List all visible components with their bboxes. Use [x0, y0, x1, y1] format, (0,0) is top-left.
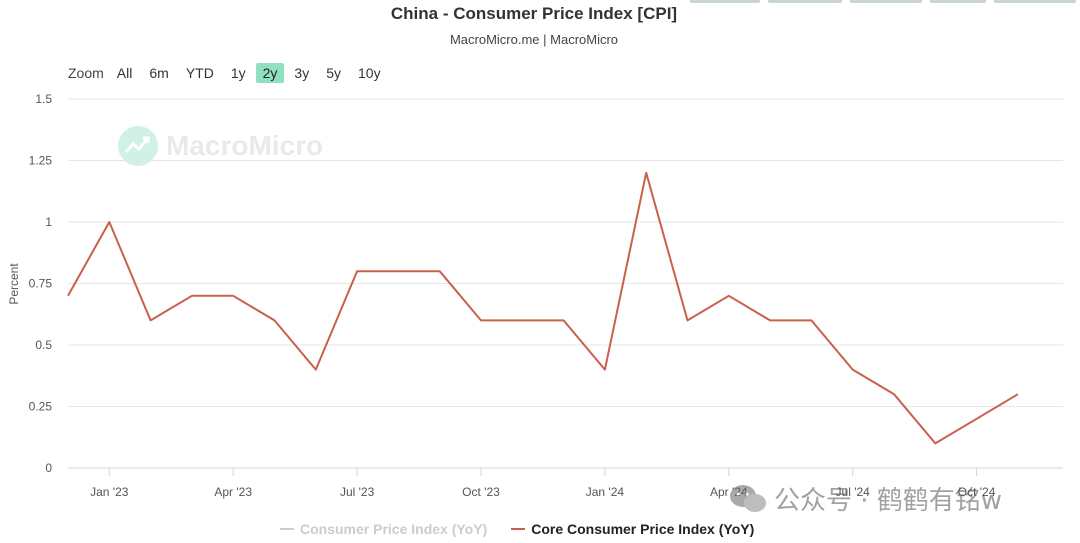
range-button-5y[interactable]: 5y [326, 65, 341, 81]
x-tick-label: Jul '23 [340, 485, 375, 499]
legend-label-cpi: Consumer Price Index (YoY) [300, 521, 488, 537]
y-tick-label: 0.75 [29, 277, 53, 291]
chart-subtitle: MacroMicro.me | MacroMicro [449, 32, 619, 47]
y-tick-label: 0.25 [29, 400, 53, 414]
x-tick-label: Jul '24 [836, 485, 871, 499]
macromicro-logo-icon [118, 126, 158, 166]
zoom-label: Zoom [68, 65, 104, 81]
chart-title: China - Consumer Price Index [CPI] [390, 4, 678, 23]
x-tick-label: Jan '23 [90, 485, 129, 499]
range-button-6m[interactable]: 6m [149, 65, 169, 81]
top-tab[interactable] [690, 0, 760, 3]
legend-swatch-core-cpi [511, 528, 526, 530]
y-tick-label: 1.5 [35, 92, 52, 106]
y-tick-label: 0.5 [35, 338, 52, 352]
y-tick-label: 1.25 [29, 154, 53, 168]
range-button-ytd[interactable]: YTD [185, 65, 214, 81]
watermark-text: MacroMicro [166, 130, 324, 161]
wechat-icon [728, 483, 768, 515]
range-selector: Zoom All 6m YTD 1y 2y 3y 5y 10y [68, 61, 391, 85]
top-tab[interactable] [930, 0, 986, 3]
top-tab[interactable] [768, 0, 842, 3]
legend-label-core-cpi: Core Consumer Price Index (YoY) [531, 521, 755, 537]
range-button-10y[interactable]: 10y [358, 65, 381, 81]
legend-item-core-cpi[interactable]: Core Consumer Price Index (YoY) [511, 521, 754, 537]
x-tick-label: Oct '23 [462, 485, 500, 499]
range-button-all[interactable]: All [116, 65, 133, 81]
top-tab-strip [690, 0, 1080, 4]
chart-legend: Consumer Price Index (YoY) Core Consumer… [280, 519, 778, 539]
overlay-watermark-text: 公众号 · 鹤鹤有铭w [774, 486, 1003, 516]
wechat-overlay-watermark: 公众号 · 鹤鹤有铭w [728, 480, 1002, 517]
top-tab[interactable] [850, 0, 922, 3]
y-axis-label: Percent [7, 263, 21, 305]
range-button-3y[interactable]: 3y [294, 65, 310, 81]
range-button-1y[interactable]: 1y [230, 65, 246, 81]
x-tick-label: Jan '24 [586, 485, 625, 499]
y-tick-label: 1 [45, 215, 52, 229]
legend-item-cpi[interactable]: Consumer Price Index (YoY) [280, 521, 487, 537]
legend-swatch-cpi [280, 528, 294, 530]
top-tab[interactable] [994, 0, 1076, 3]
y-tick-label: 0 [45, 461, 52, 475]
range-button-2y[interactable]: 2y [255, 63, 285, 83]
x-tick-label: Oct '24 [958, 485, 996, 499]
macromicro-watermark: MacroMicro [118, 126, 323, 166]
x-tick-label: Apr '23 [214, 485, 252, 499]
series-line-core-cpi[interactable] [67, 171, 1019, 445]
